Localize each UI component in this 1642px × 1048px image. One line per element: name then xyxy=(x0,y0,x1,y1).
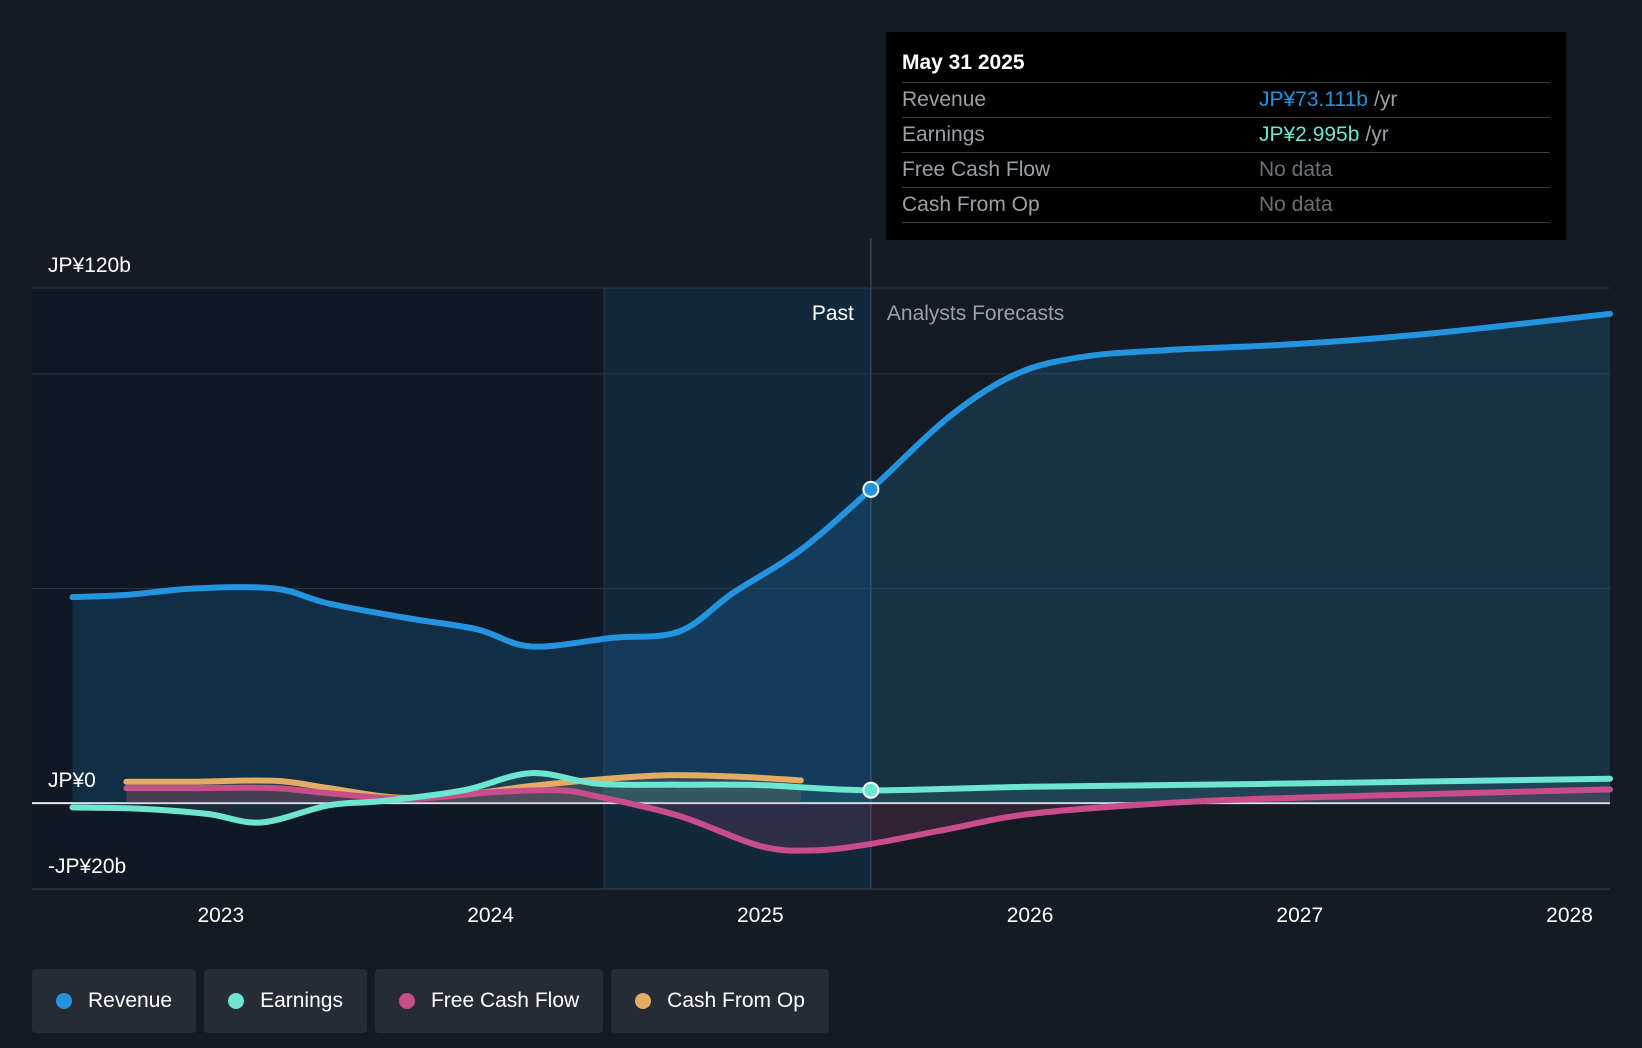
tooltip-label: Revenue xyxy=(902,88,987,111)
tooltip-value: No data xyxy=(1259,158,1333,181)
tooltip-row-revenue: Revenue JP¥73.111b /yr xyxy=(902,83,1550,118)
legend-item-revenue[interactable]: Revenue xyxy=(32,969,197,1033)
free-cash-flow-dot-icon xyxy=(398,993,415,1009)
tooltip-value: JP¥2.995b xyxy=(1259,123,1360,146)
revenue-dot-icon xyxy=(56,993,72,1009)
legend-item-earnings[interactable]: Earnings xyxy=(204,969,367,1033)
tooltip-label: Earnings xyxy=(902,123,985,146)
cash-from-op-dot-icon xyxy=(635,993,652,1009)
x-tick-label: 2027 xyxy=(1276,904,1323,927)
legend-label: Free Cash Flow xyxy=(430,989,580,1012)
revenue-line xyxy=(69,310,1613,650)
legend-item-cash-from-op[interactable]: Cash From Op xyxy=(611,969,829,1033)
tooltip-value: JP¥73.111b xyxy=(1259,88,1368,111)
axis-labels: JP¥120b JP¥0 -JP¥20b 2023 2024 2025 2026 2027 20… xyxy=(48,254,1593,927)
past-label: Past xyxy=(812,302,854,325)
revenue-marker xyxy=(862,480,880,498)
tooltip-date: May 31 2025 xyxy=(902,46,1550,83)
legend-label: Earnings xyxy=(260,989,343,1012)
y-tick-label: JP¥0 xyxy=(48,769,96,792)
revenue-area xyxy=(72,313,1610,804)
markers xyxy=(862,480,880,799)
forecast-label: Analysts Forecasts xyxy=(887,302,1064,325)
tooltip-label: Cash From Op xyxy=(902,193,1040,216)
tooltip-unit: /yr xyxy=(1373,88,1398,111)
earnings-line xyxy=(69,770,1613,826)
tooltip-row-earnings: Earnings JP¥2.995b /yr xyxy=(902,118,1550,153)
tooltip-label: Free Cash Flow xyxy=(902,158,1051,181)
x-tick-label: 2024 xyxy=(467,904,514,927)
x-tick-label: 2025 xyxy=(737,904,784,927)
earnings-marker xyxy=(862,781,880,799)
y-tick-label: JP¥120b xyxy=(48,254,131,277)
y-tick-label: -JP¥20b xyxy=(48,855,126,878)
legend-item-free-cash-flow[interactable]: Free Cash Flow xyxy=(374,969,604,1033)
x-tick-label: 2028 xyxy=(1546,904,1593,927)
x-tick-label: 2023 xyxy=(197,904,244,927)
x-tick-label: 2026 xyxy=(1007,904,1054,927)
legend-label: Cash From Op xyxy=(667,989,805,1012)
tooltip-value: No data xyxy=(1259,193,1333,216)
earnings-dot-icon xyxy=(228,993,245,1009)
free-cash-flow-area xyxy=(126,787,1610,851)
tooltip-unit: /yr xyxy=(1365,123,1389,146)
free-cash-flow-line xyxy=(123,784,1613,854)
series-lines xyxy=(69,310,1613,854)
gridlines xyxy=(32,287,1610,890)
tooltip: May 31 2025 Revenue JP¥73.111b /yr Earni… xyxy=(886,32,1566,240)
legend: Revenue Earnings Free Cash Flow Cash Fro… xyxy=(32,969,829,1033)
tooltip-row-cash-from-op: Cash From Op No data xyxy=(902,188,1550,223)
tooltip-row-free-cash-flow: Free Cash Flow No data xyxy=(902,153,1550,188)
legend-label: Revenue xyxy=(88,989,173,1012)
